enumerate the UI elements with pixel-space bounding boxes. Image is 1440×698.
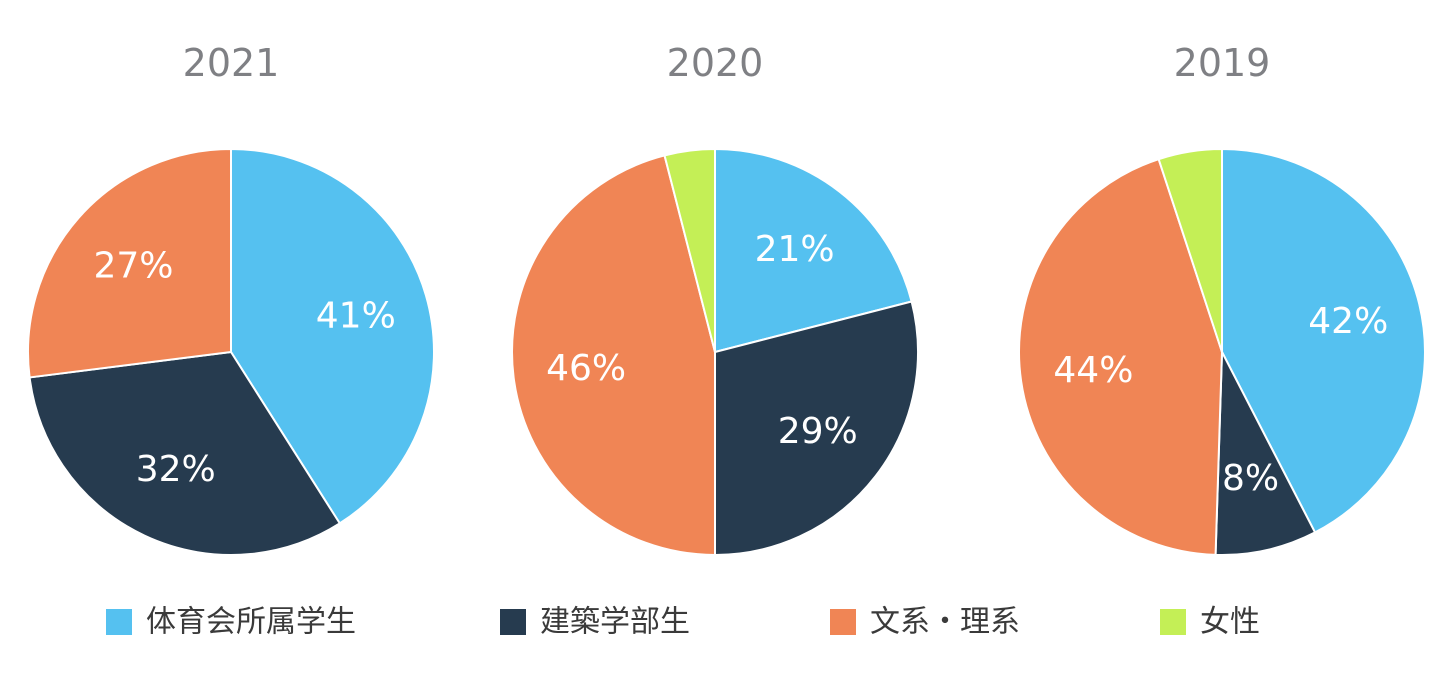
pie-slice-women [1157, 148, 1223, 353]
slice-label-athletes: 21% [755, 229, 835, 270]
slice-label-architecture: 8% [1222, 458, 1279, 499]
pie-slice-humanities-sciences [27, 148, 232, 379]
pie-chart-2020: 2020 21% 29% 46% [511, 41, 919, 556]
legend-label: 女性 [1200, 605, 1260, 640]
legend: 体育会所属学生 建築学部生 文系・理系 女性 [106, 605, 1260, 640]
slice-label-architecture: 29% [778, 411, 858, 452]
legend-item-humanities-sciences: 文系・理系 [830, 605, 1020, 640]
pie-title: 2019 [1174, 41, 1271, 85]
pie-slice-humanities-sciences [1018, 158, 1223, 556]
slice-label-humanities-sciences: 44% [1053, 350, 1133, 391]
pie-slice-architecture [28, 351, 341, 556]
legend-label: 文系・理系 [870, 605, 1020, 640]
slice-label-humanities-sciences: 46% [546, 348, 626, 389]
legend-swatch [500, 609, 526, 635]
pie-title: 2021 [183, 41, 280, 85]
pie-title: 2020 [667, 41, 764, 85]
pie-slice-humanities-sciences [511, 154, 716, 556]
legend-swatch [106, 609, 132, 635]
pie-chart-2021: 2021 41% 32% 27% [27, 41, 435, 556]
slice-label-architecture: 32% [136, 449, 216, 490]
slice-label-athletes: 41% [316, 295, 396, 336]
legend-swatch [1160, 609, 1186, 635]
pies-layer: 2021 41% 32% 27% 2020 21% 29% 46% 2019 42% 8% 44% [27, 41, 1426, 556]
legend-item-women: 女性 [1160, 605, 1260, 640]
pie-slice-athletes [1221, 148, 1426, 534]
slice-label-athletes: 42% [1308, 301, 1388, 342]
legend-item-athletes: 体育会所属学生 [106, 605, 356, 640]
legend-label: 建築学部生 [540, 605, 690, 640]
pie-slice-architecture [1214, 351, 1317, 556]
pie-slice-women [663, 148, 716, 353]
legend-item-architecture: 建築学部生 [500, 605, 690, 640]
legend-swatch [830, 609, 856, 635]
legend-label: 体育会所属学生 [146, 605, 356, 640]
pie-slice-architecture [714, 300, 919, 556]
pie-slice-athletes [230, 148, 435, 525]
pie-slice-athletes [714, 148, 913, 353]
slice-label-humanities-sciences: 27% [93, 246, 173, 287]
pie-chart-2019: 2019 42% 8% 44% [1018, 41, 1426, 556]
